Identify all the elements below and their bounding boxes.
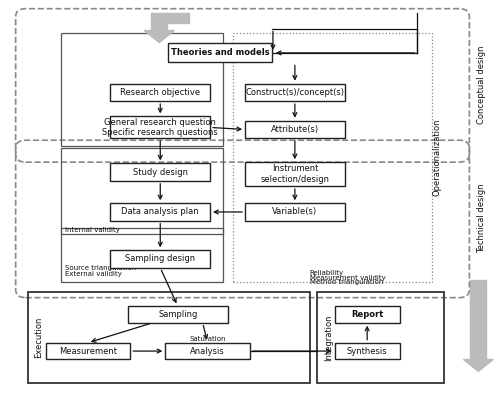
Text: Technical design: Technical design (478, 183, 486, 253)
FancyBboxPatch shape (335, 306, 400, 323)
Text: Saturation: Saturation (190, 336, 226, 342)
Text: Measurement: Measurement (59, 346, 117, 356)
Polygon shape (464, 360, 494, 372)
FancyBboxPatch shape (110, 250, 210, 268)
Text: Study design: Study design (133, 168, 188, 176)
FancyBboxPatch shape (110, 163, 210, 181)
Text: Construct(s)/concept(s): Construct(s)/concept(s) (246, 88, 344, 97)
Text: Research objective: Research objective (120, 88, 200, 97)
Text: Analysis: Analysis (190, 346, 225, 356)
Text: Execution: Execution (34, 317, 43, 358)
FancyBboxPatch shape (335, 343, 400, 360)
Text: Internal validity: Internal validity (64, 227, 120, 233)
Text: Method triangulation: Method triangulation (310, 279, 383, 285)
FancyBboxPatch shape (110, 84, 210, 101)
FancyBboxPatch shape (168, 43, 272, 62)
Text: Data analysis plan: Data analysis plan (122, 208, 199, 216)
Polygon shape (470, 280, 486, 360)
FancyBboxPatch shape (110, 116, 210, 138)
Text: Sampling design: Sampling design (125, 254, 196, 264)
Bar (60, 228, 222, 282)
Text: Sampling: Sampling (158, 310, 198, 319)
Polygon shape (167, 13, 189, 23)
Text: Attribute(s): Attribute(s) (271, 125, 319, 134)
Text: Report: Report (351, 310, 384, 319)
FancyBboxPatch shape (245, 84, 344, 101)
Text: Variable(s): Variable(s) (272, 208, 318, 216)
Bar (60, 148, 222, 234)
FancyBboxPatch shape (245, 203, 344, 221)
Text: Source triangulation: Source triangulation (64, 265, 136, 271)
Text: Conceptual design: Conceptual design (478, 45, 486, 124)
Polygon shape (152, 13, 167, 30)
Bar (318, 292, 444, 383)
Bar (232, 32, 432, 282)
Text: Instrument
selection/design: Instrument selection/design (260, 164, 330, 184)
Bar (60, 32, 222, 146)
FancyBboxPatch shape (165, 343, 250, 360)
Text: Measurement validity: Measurement validity (310, 274, 386, 280)
Text: Integration: Integration (324, 314, 333, 361)
FancyBboxPatch shape (245, 121, 344, 138)
FancyBboxPatch shape (128, 306, 228, 323)
Text: General research question
Specific research questions: General research question Specific resea… (102, 118, 218, 137)
Text: External validity: External validity (64, 270, 122, 276)
FancyBboxPatch shape (245, 162, 344, 186)
FancyBboxPatch shape (46, 343, 130, 360)
Polygon shape (144, 30, 174, 42)
Bar (28, 292, 310, 383)
FancyBboxPatch shape (110, 203, 210, 221)
Text: Synthesis: Synthesis (347, 346, 388, 356)
Text: Reliability: Reliability (310, 270, 344, 276)
Text: Operationalization: Operationalization (432, 118, 442, 196)
Text: Theories and models: Theories and models (171, 48, 270, 58)
